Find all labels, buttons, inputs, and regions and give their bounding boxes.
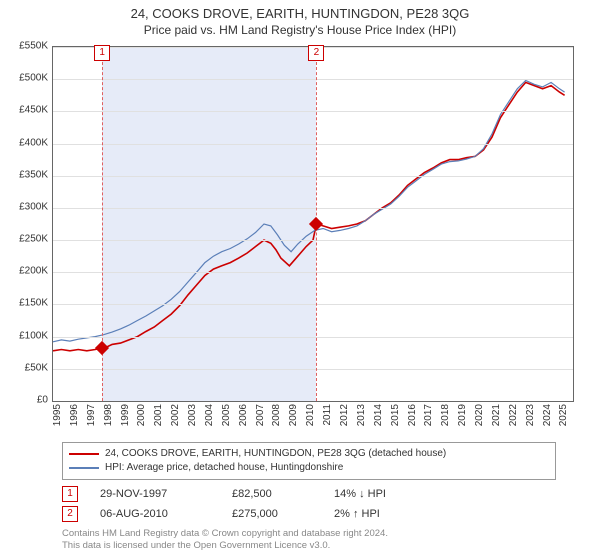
gridline — [53, 79, 573, 80]
event-date: 29-NOV-1997 — [100, 488, 210, 500]
x-tick-label: 2004 — [204, 404, 215, 426]
x-tick-label: 2025 — [558, 404, 569, 426]
legend: 24, COOKS DROVE, EARITH, HUNTINGDON, PE2… — [62, 442, 556, 480]
container: 24, COOKS DROVE, EARITH, HUNTINGDON, PE2… — [0, 0, 600, 560]
y-tick-label: £350K — [19, 169, 48, 180]
x-tick-label: 2021 — [491, 404, 502, 426]
x-tick-label: 2019 — [457, 404, 468, 426]
title-line-1: 24, COOKS DROVE, EARITH, HUNTINGDON, PE2… — [0, 6, 600, 21]
event-delta: 14% ↓ HPI — [334, 488, 434, 500]
title-line-2: Price paid vs. HM Land Registry's House … — [0, 23, 600, 37]
x-tick-label: 2013 — [356, 404, 367, 426]
y-tick-label: £400K — [19, 137, 48, 148]
x-tick-label: 2022 — [508, 404, 519, 426]
event-delta: 2% ↑ HPI — [334, 508, 434, 520]
x-tick-label: 2012 — [339, 404, 350, 426]
event-marker-box: 1 — [94, 45, 110, 61]
legend-swatch — [69, 453, 99, 455]
series-hpi — [53, 81, 565, 342]
event-row: 1 29-NOV-1997 £82,500 14% ↓ HPI — [62, 484, 542, 504]
gridline — [53, 369, 573, 370]
event-date: 06-AUG-2010 — [100, 508, 210, 520]
x-tick-label: 2010 — [305, 404, 316, 426]
gridline — [53, 272, 573, 273]
gridline — [53, 240, 573, 241]
event-price: £82,500 — [232, 488, 312, 500]
gridline — [53, 111, 573, 112]
x-tick-label: 2007 — [255, 404, 266, 426]
series-property — [53, 82, 565, 350]
y-tick-label: £200K — [19, 266, 48, 277]
x-tick-label: 2003 — [187, 404, 198, 426]
title-block: 24, COOKS DROVE, EARITH, HUNTINGDON, PE2… — [0, 0, 600, 37]
x-axis: 1995 1996 1997 1998 1999 2000 2001 2002 2003 2004… — [52, 400, 572, 430]
y-tick-label: £500K — [19, 73, 48, 84]
event-row-marker: 2 — [62, 506, 78, 522]
x-tick-label: 1998 — [103, 404, 114, 426]
gridline — [53, 144, 573, 145]
legend-row: HPI: Average price, detached house, Hunt… — [69, 461, 549, 475]
x-tick-label: 2009 — [288, 404, 299, 426]
x-tick-label: 2024 — [542, 404, 553, 426]
gridline — [53, 208, 573, 209]
x-tick-label: 2005 — [221, 404, 232, 426]
x-tick-label: 2014 — [373, 404, 384, 426]
events-table: 1 29-NOV-1997 £82,500 14% ↓ HPI 2 06-AUG-2010… — [62, 484, 542, 524]
x-tick-label: 2015 — [390, 404, 401, 426]
gridline — [53, 304, 573, 305]
chart-area: 12 — [52, 46, 574, 402]
footer: Contains HM Land Registry data © Crown c… — [62, 528, 542, 552]
legend-label: HPI: Average price, detached house, Hunt… — [105, 461, 343, 475]
y-tick-label: £550K — [19, 41, 48, 52]
event-price: £275,000 — [232, 508, 312, 520]
x-tick-label: 2016 — [407, 404, 418, 426]
gridline — [53, 176, 573, 177]
x-tick-label: 2023 — [525, 404, 536, 426]
x-tick-label: 2006 — [238, 404, 249, 426]
y-tick-label: £450K — [19, 105, 48, 116]
event-row-marker: 1 — [62, 486, 78, 502]
y-tick-label: £250K — [19, 234, 48, 245]
x-tick-label: 1996 — [69, 404, 80, 426]
y-tick-label: £300K — [19, 201, 48, 212]
event-marker-box: 2 — [308, 45, 324, 61]
y-tick-label: £0 — [37, 395, 48, 406]
x-tick-label: 2020 — [474, 404, 485, 426]
y-tick-label: £100K — [19, 330, 48, 341]
x-tick-label: 2018 — [440, 404, 451, 426]
event-row: 2 06-AUG-2010 £275,000 2% ↑ HPI — [62, 504, 542, 524]
y-tick-label: £150K — [19, 298, 48, 309]
footer-line-1: Contains HM Land Registry data © Crown c… — [62, 528, 542, 540]
x-tick-label: 2008 — [271, 404, 282, 426]
legend-label: 24, COOKS DROVE, EARITH, HUNTINGDON, PE2… — [105, 447, 446, 461]
footer-line-2: This data is licensed under the Open Gov… — [62, 540, 542, 552]
x-tick-label: 1999 — [120, 404, 131, 426]
x-tick-label: 2000 — [136, 404, 147, 426]
legend-swatch — [69, 467, 99, 469]
x-tick-label: 2002 — [170, 404, 181, 426]
legend-row: 24, COOKS DROVE, EARITH, HUNTINGDON, PE2… — [69, 447, 549, 461]
x-tick-label: 1995 — [52, 404, 63, 426]
x-tick-label: 2001 — [153, 404, 164, 426]
y-axis: £0£50K£100K£150K£200K£250K£300K£350K£400… — [0, 46, 52, 400]
y-tick-label: £50K — [25, 362, 48, 373]
x-tick-label: 2017 — [423, 404, 434, 426]
x-tick-label: 2011 — [322, 404, 333, 426]
x-tick-label: 1997 — [86, 404, 97, 426]
gridline — [53, 337, 573, 338]
